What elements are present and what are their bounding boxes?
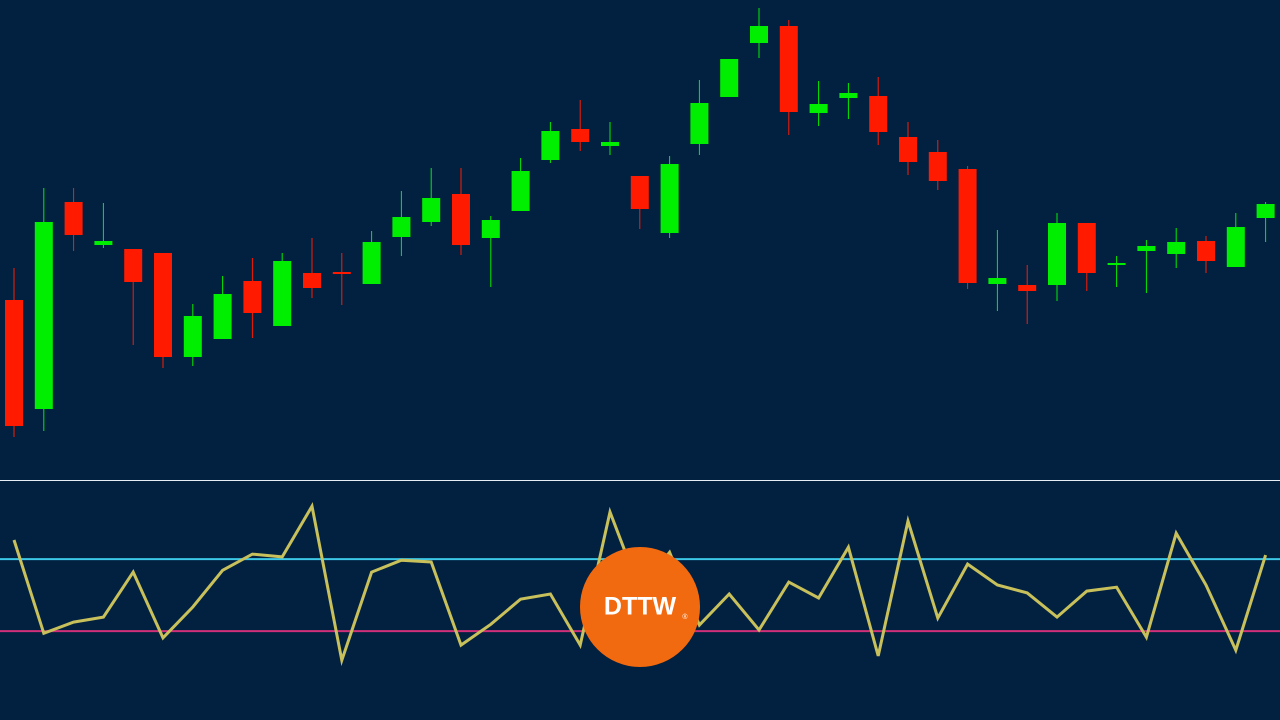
candle-body: [779, 26, 798, 112]
candle-body: [1256, 204, 1275, 218]
candle-body: [571, 129, 590, 142]
candle-body: [1048, 223, 1066, 285]
candle-body: [213, 294, 232, 339]
candle-body: [452, 194, 470, 245]
candle-body: [809, 104, 828, 113]
candle-body: [660, 164, 679, 233]
candle-body: [899, 137, 917, 162]
candle-body: [839, 93, 858, 98]
candle-body: [1107, 263, 1126, 265]
candle-body: [392, 217, 411, 237]
candle-body: [273, 261, 292, 326]
candle-body: [332, 272, 351, 274]
candle-body: [422, 198, 441, 222]
candle-body: [988, 278, 1007, 284]
price-panel: [5, 8, 1275, 437]
candle-body: [64, 202, 83, 235]
candle-body: [541, 131, 560, 160]
candle-body: [362, 242, 381, 284]
candle-body: [243, 281, 262, 313]
candle-body: [124, 249, 143, 282]
candle-body: [183, 316, 202, 357]
logo-mark: ®: [682, 613, 688, 621]
candle-body: [1167, 242, 1186, 254]
candle-body: [720, 59, 739, 97]
candle-body: [1197, 241, 1215, 261]
candle-body: [1018, 285, 1037, 291]
candle-body: [601, 142, 619, 146]
candle-body: [630, 176, 649, 209]
candle-body: [869, 96, 888, 132]
logo: DTTW ®: [580, 547, 700, 667]
candle-body: [34, 222, 53, 409]
candle-body: [1137, 246, 1156, 251]
candle-body: [750, 26, 768, 43]
candle-body: [154, 253, 172, 357]
candle-body: [1077, 223, 1096, 273]
candle-body: [958, 169, 977, 283]
candle-body: [1226, 227, 1245, 267]
candle-body: [511, 171, 530, 211]
candle-body: [481, 220, 500, 238]
candle-body: [5, 300, 23, 426]
logo-text: DTTW: [604, 593, 677, 621]
logo-circle: [580, 547, 700, 667]
candle-body: [690, 103, 709, 144]
candle-body: [94, 241, 113, 245]
candle-body: [303, 273, 321, 288]
candle-body: [928, 152, 947, 181]
